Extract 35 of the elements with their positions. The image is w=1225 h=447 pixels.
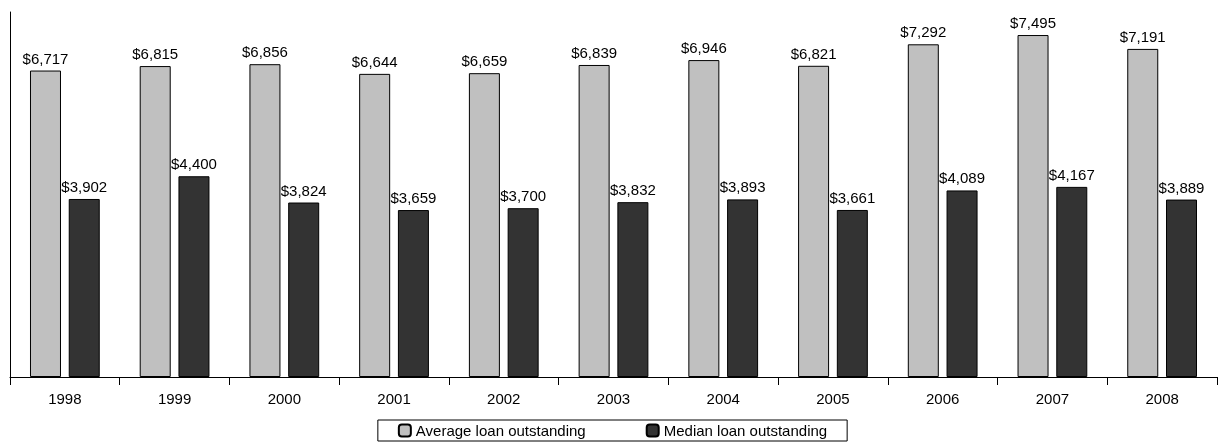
x-tick-label: 1998 xyxy=(48,390,82,407)
data-label: $6,839 xyxy=(571,43,618,61)
x-tick-label: 2004 xyxy=(706,390,740,407)
data-label: $4,400 xyxy=(171,155,217,173)
data-label: $3,832 xyxy=(609,181,656,199)
data-label: $3,889 xyxy=(1158,178,1205,196)
data-label: $3,659 xyxy=(390,189,437,207)
data-label: $7,495 xyxy=(1010,14,1056,32)
x-tick-label: 2003 xyxy=(596,390,631,407)
data-label: $6,644 xyxy=(351,52,398,70)
data-label: $7,191 xyxy=(1119,27,1166,45)
data-label: $7,292 xyxy=(900,23,947,41)
data-label: $6,815 xyxy=(132,45,179,63)
data-label: $4,167 xyxy=(1048,165,1095,183)
legend-label: Median loan outstanding xyxy=(663,422,828,439)
x-tick-label: 2005 xyxy=(816,390,850,407)
x-tick-label: 2008 xyxy=(1145,390,1179,407)
x-tick-label: 1999 xyxy=(157,390,192,407)
data-label: $6,717 xyxy=(22,49,69,67)
data-label: $4,089 xyxy=(939,169,985,187)
data-label: $6,821 xyxy=(790,44,837,62)
data-label: $3,700 xyxy=(500,187,547,205)
data-label: $3,893 xyxy=(719,178,766,196)
data-label: $3,661 xyxy=(829,188,876,206)
data-label: $3,824 xyxy=(280,181,327,199)
data-label: $6,856 xyxy=(242,43,288,61)
x-tick-label: 2002 xyxy=(487,390,521,407)
x-tick-label: 2006 xyxy=(925,390,960,407)
x-tick-label: 2001 xyxy=(377,390,411,407)
data-label: $6,659 xyxy=(461,52,508,70)
data-label: $6,946 xyxy=(680,39,727,57)
x-tick-label: 2000 xyxy=(267,390,302,407)
x-tick-label: 2007 xyxy=(1035,390,1070,407)
data-label: $3,902 xyxy=(61,177,108,195)
legend-label: Average loan outstanding xyxy=(415,422,586,439)
